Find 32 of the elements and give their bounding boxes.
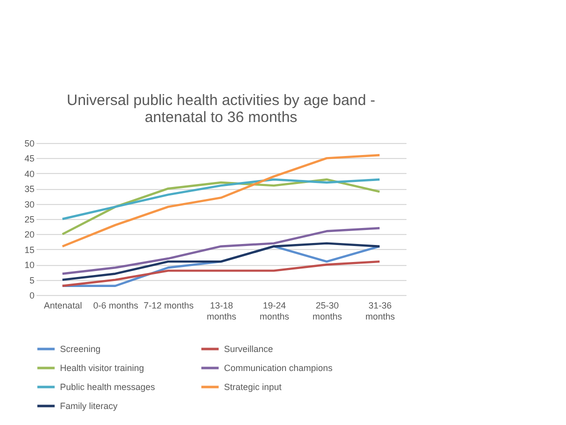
- y-tick-label: 10: [24, 260, 34, 270]
- y-tick-label: 20: [24, 230, 34, 240]
- chart-title: Universal public health activities by age band - antenatal to 36 months: [66, 92, 376, 126]
- x-tick-label: 13-18 months: [206, 300, 237, 322]
- line-series: [61, 178, 381, 236]
- y-tick-label: 45: [24, 154, 34, 164]
- line-series: [61, 260, 381, 287]
- legend-label: Communication champions: [224, 363, 334, 373]
- x-tick-label: 0-6 months: [93, 300, 139, 310]
- line-series: [61, 178, 381, 220]
- line-series: [61, 227, 381, 275]
- legend-label: Family literacy: [60, 401, 118, 411]
- y-tick-label: 15: [24, 244, 34, 255]
- y-tick-label: 50: [24, 138, 34, 148]
- legend-label: Health visitor training: [60, 363, 144, 373]
- y-tick-label: 25: [24, 214, 34, 224]
- x-tick-label: 7-12 months: [144, 300, 194, 310]
- legend-label: Surveillance: [224, 344, 274, 354]
- y-tick-label: 30: [24, 199, 34, 210]
- line-series: [61, 242, 381, 281]
- legend-label: Strategic input: [224, 382, 282, 392]
- x-tick-label: 25-30 months: [312, 300, 342, 322]
- y-tick-label: 40: [24, 168, 34, 179]
- x-tick-label: 31-36 months: [365, 300, 396, 322]
- y-tick-label: 0: [29, 290, 34, 300]
- legend-label: Public health messages: [60, 382, 156, 392]
- y-tick-label: 5: [29, 275, 34, 286]
- line-series: [61, 154, 381, 248]
- x-tick-label: 19-24 months: [260, 300, 290, 322]
- legend-label: Screening: [60, 344, 101, 354]
- y-tick-label: 35: [24, 184, 34, 194]
- x-tick-label: Antenatal: [44, 300, 82, 310]
